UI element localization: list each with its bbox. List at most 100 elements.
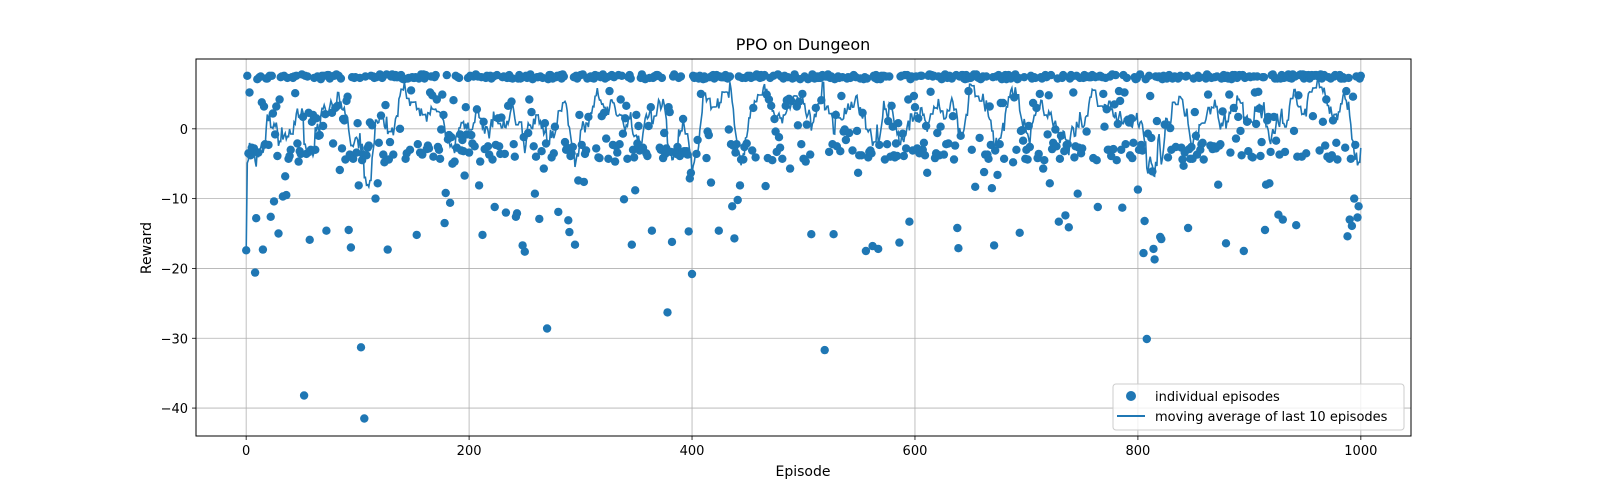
episode-point	[293, 139, 302, 148]
episode-point	[1257, 137, 1266, 147]
legend-box	[1112, 383, 1405, 431]
episode-point	[687, 269, 697, 279]
episode-point	[510, 152, 519, 161]
x-tick-label: 400	[680, 444, 705, 459]
episode-point	[936, 122, 945, 131]
episode-point	[1292, 221, 1301, 230]
episode-point	[315, 130, 324, 140]
episode-point	[693, 135, 702, 145]
episode-point	[646, 103, 655, 112]
episode-point	[371, 194, 380, 203]
episode-point	[476, 157, 485, 166]
episode-point	[1315, 146, 1324, 155]
episode-point	[991, 146, 1000, 155]
episode-point	[381, 100, 390, 110]
episode-point	[857, 151, 866, 160]
episode-point	[340, 116, 349, 125]
episode-point	[282, 190, 291, 200]
episode-point	[495, 142, 504, 151]
episode-point	[559, 72, 568, 81]
episode-point	[1343, 232, 1352, 241]
episode-point	[542, 324, 552, 333]
episode-point	[806, 150, 815, 159]
episode-point	[1221, 239, 1231, 248]
episode-point	[647, 226, 657, 235]
y-tick-label: −30	[161, 332, 188, 347]
episode-point	[895, 238, 904, 247]
episode-point	[524, 128, 533, 138]
episode-point	[848, 146, 857, 155]
episode-point	[507, 97, 516, 106]
episode-point	[1128, 153, 1137, 163]
episode-point	[627, 240, 636, 249]
moving-average-line	[245, 79, 1362, 251]
episode-point	[379, 150, 388, 159]
y-tick-label: −10	[161, 193, 188, 208]
episode-point	[622, 101, 631, 111]
episode-point	[1059, 70, 1068, 80]
episode-point	[919, 138, 929, 147]
episode-point	[312, 114, 321, 123]
episode-point	[245, 88, 254, 97]
episode-point	[1100, 122, 1109, 131]
episode-point	[1179, 161, 1188, 170]
episode-point	[1332, 138, 1341, 147]
episode-point	[774, 133, 784, 142]
episode-point	[374, 138, 383, 147]
episode-point	[944, 139, 953, 148]
episode-point	[987, 184, 997, 193]
episode-point	[1146, 91, 1155, 101]
episode-point	[1039, 164, 1048, 173]
episode-point	[704, 130, 713, 140]
episode-point	[429, 152, 438, 161]
episode-point	[412, 230, 421, 240]
episode-point	[1354, 202, 1363, 211]
episode-point	[1138, 146, 1147, 155]
episode-point	[405, 145, 415, 154]
episode-point	[564, 216, 573, 225]
episode-point	[447, 133, 456, 142]
episode-point	[281, 172, 290, 181]
episode-point	[1150, 255, 1159, 264]
episode-point	[478, 230, 487, 240]
episode-point	[619, 195, 629, 204]
episode-point	[305, 235, 314, 244]
x-tick-label: 800	[1125, 444, 1150, 459]
episode-point	[450, 157, 459, 166]
episode-point	[1113, 119, 1123, 129]
episode-point	[322, 226, 331, 235]
episode-point	[1073, 189, 1082, 198]
episode-point	[264, 140, 273, 150]
episode-point	[1214, 180, 1223, 189]
episode-point	[389, 150, 398, 159]
x-tick-label: 600	[903, 444, 928, 459]
chart-title: PPO on Dungeon	[736, 35, 871, 54]
episode-point	[1353, 213, 1362, 222]
episode-point	[1328, 116, 1338, 125]
episode-point	[1092, 156, 1101, 165]
episode-point	[706, 178, 716, 187]
episode-point	[728, 202, 737, 211]
episode-point	[579, 177, 589, 187]
episode-point	[501, 208, 511, 217]
episode-point	[364, 141, 373, 150]
episode-point	[820, 345, 829, 355]
episode-point	[550, 122, 560, 131]
episode-point	[336, 74, 346, 83]
episode-point	[354, 181, 363, 190]
episode-point	[933, 128, 942, 138]
episode-point	[1280, 147, 1290, 157]
episode-point	[1147, 133, 1156, 143]
episode-point	[882, 140, 892, 149]
episode-point	[437, 125, 446, 134]
episode-point	[604, 154, 613, 163]
episode-point	[901, 144, 911, 153]
episode-point	[775, 143, 785, 152]
episode-point	[733, 195, 742, 205]
episode-point	[998, 98, 1008, 108]
episode-point	[768, 156, 777, 165]
episode-point	[595, 153, 604, 163]
episode-point	[349, 154, 358, 163]
episode-point	[1254, 87, 1263, 97]
episode-point	[1345, 215, 1354, 224]
